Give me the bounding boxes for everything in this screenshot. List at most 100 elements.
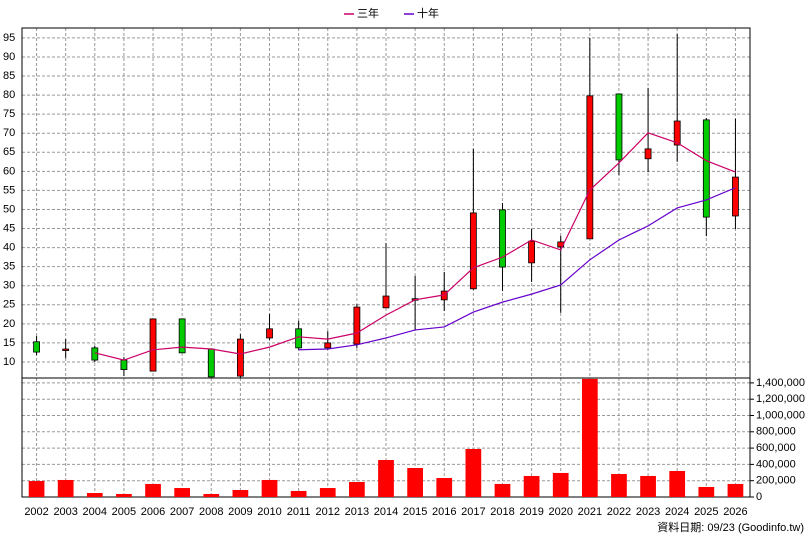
candle-body [528, 240, 535, 264]
candle-body [178, 318, 186, 354]
candle-body [266, 328, 273, 339]
bar [57, 479, 74, 497]
x-tick-label: 2002 [24, 506, 48, 518]
bar [523, 475, 540, 497]
bar [581, 378, 598, 497]
x-tick-label: 2013 [345, 506, 369, 518]
bar [640, 475, 656, 497]
bar [698, 486, 715, 497]
bar [378, 459, 394, 497]
y-tick-label: 90 [3, 51, 15, 63]
candle-body [324, 342, 332, 349]
x-tick-label: 2021 [578, 506, 602, 518]
x-tick-label: 2010 [257, 506, 281, 518]
bar [669, 470, 686, 497]
candle-body [91, 347, 99, 361]
candle-body [499, 209, 506, 268]
candle-body [702, 119, 710, 218]
y-tick-label: 70 [3, 127, 15, 139]
x-tick-label: 2024 [665, 506, 689, 518]
y2-tick-label: 1,400,000 [756, 377, 805, 389]
candle-body [586, 95, 594, 240]
bar [727, 483, 744, 497]
y-tick-label: 10 [3, 356, 15, 368]
x-tick-label: 2012 [316, 506, 340, 518]
legend-label: 三年 [357, 6, 379, 20]
candle-body [236, 338, 244, 377]
ma-line [298, 187, 736, 351]
x-tick-label: 2011 [287, 506, 311, 518]
bar [232, 489, 249, 497]
y-tick-label: 80 [3, 89, 15, 101]
candle-body [33, 341, 40, 353]
y2-tick-label: 600,000 [756, 442, 796, 454]
x-tick-label: 2003 [53, 506, 77, 518]
candle-body [732, 176, 739, 217]
x-tick-label: 2016 [432, 506, 456, 518]
y-tick-label: 95 [3, 32, 15, 44]
bar [436, 478, 453, 497]
y2-tick-label: 200,000 [756, 475, 796, 487]
footnote: 資料日期: 09/23 (Goodinfo.tw) [657, 520, 804, 534]
x-tick-label: 2005 [112, 506, 136, 518]
candle-body [295, 328, 303, 349]
x-tick-label: 2008 [199, 506, 223, 518]
y-tick-label: 85 [3, 70, 15, 82]
y-tick-label: 35 [3, 261, 15, 273]
candle-body [382, 295, 390, 309]
y-tick-label: 65 [3, 146, 15, 158]
candle-body [644, 148, 652, 160]
bar [494, 483, 511, 497]
y-tick-label: 25 [3, 299, 15, 311]
candle-body [673, 120, 681, 146]
x-tick-label: 2006 [141, 506, 165, 518]
bar [261, 479, 278, 497]
x-tick-label: 2007 [170, 506, 194, 518]
x-tick-label: 2017 [461, 506, 485, 518]
y-tick-label: 20 [3, 318, 15, 330]
bar [552, 472, 569, 497]
x-tick-label: 2020 [548, 506, 572, 518]
candle-body [469, 212, 477, 290]
y-tick-label: 55 [3, 184, 15, 196]
bar [319, 488, 336, 497]
y-tick-label: 50 [3, 203, 15, 215]
x-tick-label: 2015 [403, 506, 427, 518]
bar [145, 483, 161, 497]
bar [465, 448, 482, 497]
x-tick-label: 2022 [607, 506, 631, 518]
y2-tick-label: 1,000,000 [756, 409, 805, 421]
candle-body [353, 306, 361, 345]
y-tick-label: 40 [3, 242, 15, 254]
x-tick-label: 2004 [83, 506, 107, 518]
y2-tick-label: 1,200,000 [756, 393, 805, 405]
bar [28, 481, 45, 497]
x-tick-label: 2018 [490, 506, 514, 518]
x-tick-label: 2026 [723, 506, 747, 518]
x-tick-label: 2023 [636, 506, 660, 518]
candle-body [207, 348, 215, 378]
x-tick-label: 2019 [519, 506, 543, 518]
bar [611, 474, 627, 497]
bar [203, 493, 220, 497]
x-tick-label: 2009 [228, 506, 252, 518]
y-tick-label: 15 [3, 337, 15, 349]
ma-line [94, 132, 736, 361]
y-tick-label: 30 [3, 280, 15, 292]
y2-tick-label: 800,000 [756, 426, 796, 438]
candle-body [120, 359, 128, 371]
bar [290, 490, 307, 497]
x-tick-label: 2025 [694, 506, 718, 518]
candle-body [62, 348, 70, 351]
candle-body [615, 93, 623, 161]
bar [116, 493, 132, 497]
y-tick-label: 45 [3, 222, 15, 234]
bar [407, 467, 423, 497]
bar [86, 493, 103, 497]
y-tick-label: 60 [3, 165, 15, 177]
y-tick-label: 75 [3, 108, 15, 120]
candle-body [149, 318, 157, 372]
bar [349, 482, 365, 497]
